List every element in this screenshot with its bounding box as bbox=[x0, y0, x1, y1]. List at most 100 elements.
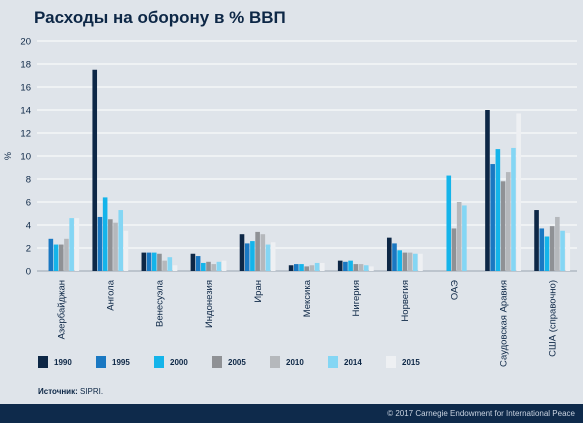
chart-title: Расходы на оборону в % ВВП bbox=[34, 8, 286, 27]
bar bbox=[157, 253, 162, 271]
x-tick-label: Иран bbox=[253, 280, 264, 303]
bar bbox=[565, 233, 571, 271]
bar bbox=[511, 147, 516, 271]
y-axis-label: % bbox=[3, 152, 13, 160]
x-tick-label: Индонезия bbox=[204, 280, 215, 328]
bar bbox=[102, 197, 108, 271]
legend-swatch bbox=[270, 356, 280, 368]
bar bbox=[516, 113, 521, 271]
bar bbox=[250, 241, 255, 271]
bar bbox=[118, 210, 124, 271]
y-tick-label: 4 bbox=[26, 221, 31, 232]
x-tick-label: Саудовская Аравия bbox=[498, 280, 509, 367]
legend-swatch bbox=[154, 356, 164, 368]
bar bbox=[407, 252, 413, 271]
bar bbox=[549, 226, 555, 271]
bar bbox=[418, 253, 423, 271]
bar bbox=[560, 230, 565, 271]
bar bbox=[265, 244, 271, 271]
legend-label: 2000 bbox=[170, 358, 188, 367]
legend-swatch bbox=[96, 356, 106, 368]
legend-label: 2010 bbox=[286, 358, 304, 367]
y-tick-label: 6 bbox=[26, 198, 31, 209]
source-value: SIPRI. bbox=[80, 387, 104, 396]
bar bbox=[462, 205, 467, 271]
bar bbox=[320, 262, 325, 271]
legend-swatch bbox=[386, 356, 396, 368]
bar bbox=[343, 261, 348, 271]
legend-label: 1990 bbox=[54, 358, 72, 367]
bar bbox=[190, 253, 196, 271]
bar bbox=[544, 236, 550, 271]
bar bbox=[348, 260, 353, 271]
bar bbox=[402, 252, 408, 271]
bar bbox=[195, 256, 201, 271]
bar bbox=[201, 262, 206, 271]
x-tick-label: Нигерия bbox=[351, 280, 362, 316]
bar bbox=[151, 252, 157, 271]
bar bbox=[337, 260, 343, 271]
bar bbox=[505, 172, 511, 271]
footer-bar: © 2017 Carnegie Endowment for Internatio… bbox=[0, 404, 583, 423]
bar bbox=[162, 260, 167, 271]
bar bbox=[539, 228, 545, 271]
x-tick-label: США (справочно) bbox=[547, 280, 558, 357]
y-tick-label: 10 bbox=[20, 152, 31, 163]
bar bbox=[255, 231, 260, 271]
bar bbox=[53, 244, 59, 271]
bar bbox=[369, 266, 374, 271]
bar bbox=[456, 202, 462, 271]
bar bbox=[446, 175, 452, 271]
bar bbox=[555, 216, 560, 271]
bar bbox=[167, 257, 173, 271]
bar bbox=[363, 265, 369, 271]
legend-label: 1995 bbox=[112, 358, 130, 367]
x-tick-label: Норвегия bbox=[400, 280, 411, 322]
bar bbox=[69, 218, 74, 271]
x-tick-label: Мексика bbox=[302, 279, 313, 317]
x-tick-label: Венесуэла bbox=[155, 279, 166, 327]
bar-chart: 0 2 4 6 8 10 12 14 16 18 20% Азербайджан Ангола Венес… bbox=[3, 37, 577, 368]
bar bbox=[309, 265, 315, 271]
bar bbox=[495, 149, 501, 271]
bar bbox=[490, 164, 495, 271]
y-tick-label: 18 bbox=[20, 60, 31, 71]
legend-label: 2014 bbox=[344, 358, 362, 367]
copyright-text: © 2017 Carnegie Endowment for Internatio… bbox=[387, 409, 575, 418]
legend-swatch bbox=[38, 356, 48, 368]
bar bbox=[392, 243, 397, 271]
y-tick-label: 20 bbox=[20, 37, 31, 48]
bar bbox=[221, 260, 227, 271]
bar bbox=[206, 261, 211, 271]
x-tick-label: Азербайджан bbox=[57, 280, 68, 339]
bar bbox=[172, 265, 178, 271]
bar bbox=[244, 243, 250, 271]
bar bbox=[288, 265, 294, 271]
legend-swatch bbox=[212, 356, 222, 368]
legend-label: 2015 bbox=[402, 358, 420, 367]
y-tick-label: 16 bbox=[20, 83, 31, 94]
x-tick-label: Ангола bbox=[106, 279, 117, 310]
y-tick-label: 0 bbox=[26, 267, 31, 278]
bar bbox=[397, 250, 402, 271]
bar bbox=[500, 181, 506, 271]
bar bbox=[386, 237, 392, 271]
y-tick-label: 2 bbox=[26, 244, 31, 255]
bar bbox=[74, 218, 80, 271]
bar bbox=[48, 238, 54, 271]
bar bbox=[113, 222, 118, 271]
bar bbox=[299, 264, 304, 271]
bar bbox=[141, 252, 147, 271]
bar bbox=[304, 266, 309, 271]
y-tick-label: 12 bbox=[20, 129, 31, 140]
bar bbox=[358, 264, 364, 271]
bar bbox=[211, 264, 217, 271]
bar bbox=[260, 234, 266, 271]
bar bbox=[92, 69, 98, 271]
bar bbox=[123, 230, 129, 271]
bar bbox=[64, 238, 69, 271]
bar bbox=[216, 261, 222, 271]
bar bbox=[58, 244, 64, 271]
x-tick-label: ОАЭ bbox=[449, 280, 460, 300]
bar bbox=[97, 216, 103, 271]
